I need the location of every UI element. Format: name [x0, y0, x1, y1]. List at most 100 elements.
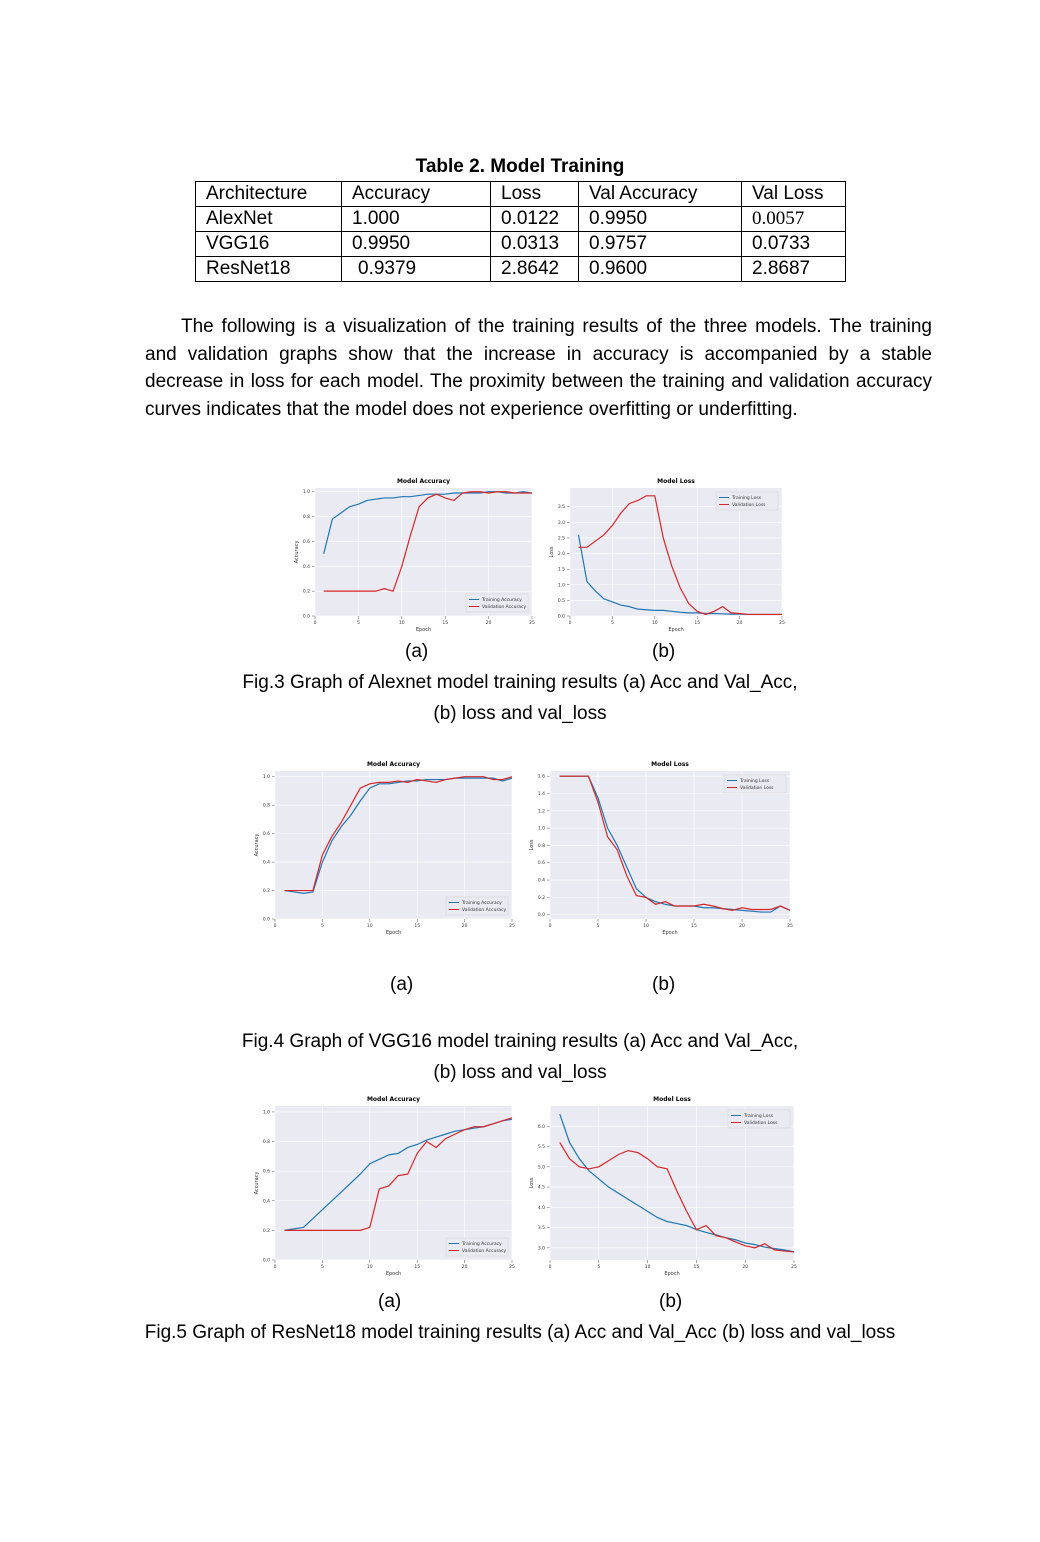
- table-caption: Table 2. Model Training: [415, 156, 625, 177]
- y-tick-label: 0.6: [263, 1169, 270, 1175]
- x-tick-label: 5: [597, 923, 600, 929]
- x-tick-label: 10: [399, 620, 405, 626]
- x-axis-label: Epoch: [386, 1271, 401, 1277]
- cell: VGG16: [195, 231, 342, 257]
- x-tick-label: 15: [694, 1264, 700, 1270]
- line-series: [559, 1142, 795, 1253]
- chart: Model Loss 0.0 0.2 0.4 0.6 0.8 1.0 1.2 1.4 1.6 0 5 1…: [529, 761, 793, 936]
- legend-entry: Training Loss: [743, 1113, 774, 1119]
- legend-entry: Validation Accuracy: [462, 907, 507, 913]
- cell: 0.9950: [578, 206, 742, 232]
- x-tick-label: 5: [611, 620, 614, 626]
- chart-title: Model Loss: [657, 478, 695, 485]
- y-tick-label: 0.2: [303, 589, 310, 595]
- cell: 0.9950: [341, 231, 491, 257]
- legend-box: [445, 896, 509, 916]
- header-cell: Val Loss: [741, 181, 846, 207]
- chart-title: Model Loss: [653, 1096, 691, 1103]
- chart-title: Model Accuracy: [367, 761, 420, 768]
- legend-box: [727, 1109, 791, 1129]
- chart: Model Loss 0.0 0.5 1.0 1.5 2.0 2.5 3.0 3.5 0 5 10 15…: [549, 478, 785, 633]
- y-tick-label: 0.8: [263, 1139, 270, 1145]
- legend-box: [445, 1237, 509, 1257]
- y-tick-label: 0.2: [538, 895, 545, 901]
- y-tick-label: 1.2: [538, 808, 545, 814]
- y-tick-label: 0.2: [263, 888, 270, 894]
- x-axis-label: Epoch: [664, 1271, 679, 1277]
- y-tick-label: 0.6: [303, 539, 310, 545]
- chart: Model Accuracy 0.0 0.2 0.4 0.6 0.8 1.0 0 5 10 15 20…: [254, 1096, 515, 1277]
- x-tick-label: 15: [694, 620, 700, 626]
- y-tick-label: 3.0: [538, 1245, 545, 1251]
- x-tick-label: 0: [569, 620, 572, 626]
- x-tick-label: 20: [462, 1264, 468, 1270]
- y-tick-label: 5.0: [538, 1164, 545, 1170]
- x-tick-label: 15: [414, 1264, 420, 1270]
- cell: AlexNet: [195, 206, 342, 232]
- y-tick-label: 0.8: [303, 514, 310, 520]
- cell: ResNet18: [195, 256, 342, 282]
- subfigure-label: (a): [405, 641, 429, 662]
- y-tick-label: 1.5: [558, 567, 565, 573]
- line-series: [284, 1118, 513, 1231]
- x-tick-label: 20: [739, 923, 745, 929]
- x-tick-label: 0: [274, 1264, 277, 1270]
- x-tick-label: 15: [442, 620, 448, 626]
- x-tick-label: 10: [652, 620, 658, 626]
- header-cell: Val Accuracy: [578, 181, 742, 207]
- y-tick-label: 6.0: [538, 1124, 545, 1130]
- y-tick-label: 0.0: [558, 614, 565, 620]
- figure-caption: Fig.4 Graph of VGG16 model training resu…: [241, 1031, 799, 1052]
- line-series: [284, 777, 513, 894]
- legend-entry: Training Accuracy: [461, 1241, 502, 1247]
- cell: 0.0122: [490, 206, 579, 232]
- y-tick-label: 0.4: [538, 878, 545, 884]
- y-tick-label: 4.5: [538, 1185, 545, 1191]
- y-tick-label: 0.0: [263, 1258, 270, 1264]
- subfigure-label: (b): [659, 1291, 683, 1312]
- y-axis-label: Loss: [549, 546, 555, 557]
- x-axis-label: Epoch: [662, 930, 677, 936]
- legend-entry: Validation Loss: [732, 502, 766, 508]
- plot-area: [275, 771, 512, 919]
- x-tick-label: 10: [367, 923, 373, 929]
- y-axis-label: Accuracy: [254, 834, 260, 857]
- y-tick-label: 0.2: [263, 1228, 270, 1234]
- cell: 0.9379: [341, 256, 491, 282]
- cell: 2.8642: [490, 256, 579, 282]
- header-cell: Loss: [490, 181, 579, 207]
- x-tick-label: 15: [691, 923, 697, 929]
- y-tick-label: 0.8: [263, 803, 270, 809]
- y-tick-label: 0.0: [303, 614, 310, 620]
- figure-caption: Fig.3 Graph of Alexnet model training re…: [242, 672, 798, 693]
- legend-entry: Training Loss: [731, 495, 762, 501]
- chart: Model Accuracy 0.0 0.2 0.4 0.6 0.8 1.0 0 5 10 15 20…: [254, 761, 515, 936]
- x-tick-label: 5: [321, 923, 324, 929]
- y-tick-label: 1.4: [538, 791, 545, 797]
- x-tick-label: 20: [737, 620, 743, 626]
- figure-caption: Fig.5 Graph of ResNet18 model training r…: [144, 1322, 896, 1343]
- legend-box: [715, 491, 779, 511]
- y-tick-label: 0.6: [538, 860, 545, 866]
- y-tick-label: 0.0: [263, 917, 270, 923]
- figure-caption: (b) loss and val_loss: [433, 703, 607, 724]
- y-tick-label: 2.0: [558, 551, 565, 557]
- y-axis-label: Loss: [529, 839, 535, 850]
- line-series: [559, 1113, 795, 1253]
- legend-entry: Validation Loss: [740, 785, 774, 791]
- figure-caption: (b) loss and val_loss: [433, 1062, 607, 1083]
- legend-box: [723, 774, 787, 794]
- y-tick-label: 3.5: [558, 504, 565, 510]
- line-series: [284, 776, 513, 892]
- y-tick-label: 0.4: [263, 1198, 270, 1204]
- y-tick-label: 0.6: [263, 831, 270, 837]
- legend-entry: Validation Loss: [744, 1120, 778, 1126]
- y-tick-label: 0.8: [538, 843, 545, 849]
- header-cell: Accuracy: [341, 181, 491, 207]
- subfigure-label: (b): [652, 974, 676, 995]
- paragraph: The following is a visualization of the …: [145, 316, 932, 420]
- chart-title: Model Accuracy: [397, 478, 450, 485]
- cell: 1.000: [341, 206, 491, 232]
- x-axis-label: Epoch: [668, 627, 683, 633]
